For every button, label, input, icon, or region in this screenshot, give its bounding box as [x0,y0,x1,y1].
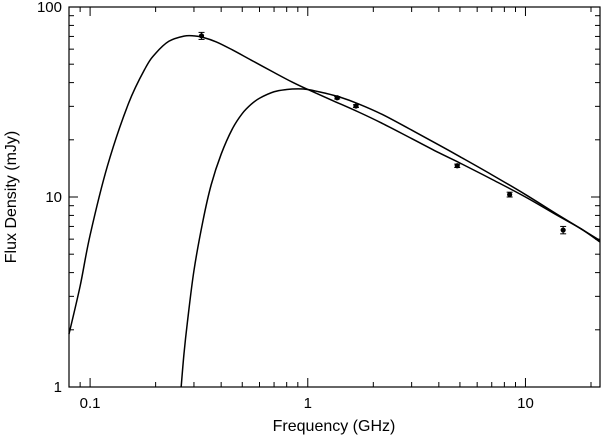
point-marker [560,227,566,233]
x-axis-ticks: 0.1 1 10 [68,7,592,412]
point-marker [198,33,205,39]
x-axis-label: Frequency (GHz) [273,418,396,435]
model-curve-1 [68,34,601,335]
y-tick-label: 100 [37,0,62,16]
y-axis-ticks: 1 10 100 [37,0,600,396]
data-point [198,31,205,40]
point-marker [353,103,359,109]
point-marker [454,163,460,169]
model-curves [68,34,601,388]
plot-frame [68,6,601,388]
x-tick-label: 10 [517,395,534,412]
data-point [352,103,359,109]
data-points [198,31,567,235]
x-tick-label: 1 [304,395,312,412]
data-point [454,163,461,169]
y-tick-label: 10 [45,189,62,206]
x-tick-label: 0.1 [80,395,101,412]
data-point [334,95,341,101]
model-curve-2 [180,88,601,388]
y-tick-label: 1 [54,379,62,396]
data-point [506,191,513,198]
point-marker [507,191,513,198]
point-marker [334,95,340,101]
y-axis-label: Flux Density (mJy) [3,131,20,263]
data-point [560,225,567,235]
